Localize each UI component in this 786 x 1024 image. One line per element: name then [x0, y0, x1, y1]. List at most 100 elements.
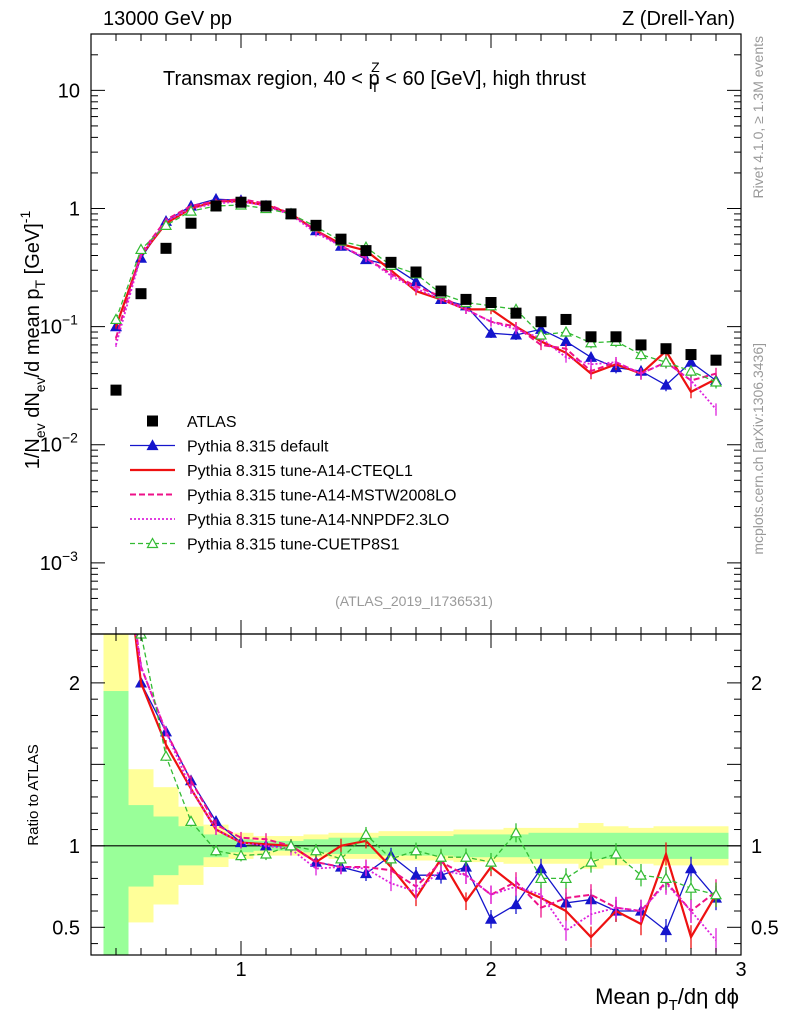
y-tick-exponent: −2: [62, 430, 78, 446]
marker-cuetp8s1: [309, 844, 323, 856]
region-title-sub: T: [371, 79, 380, 95]
atlas-data-point: [185, 217, 197, 229]
ratio-panel-series: [91, 466, 741, 953]
legend-label-atlas: ATLAS: [187, 414, 237, 431]
atlas-data-point: [660, 343, 672, 355]
marker-default: [484, 912, 498, 924]
atlas-data-point: [260, 200, 272, 212]
marker-cuetp8s1: [159, 749, 173, 761]
atlas-data-point: [535, 316, 547, 328]
marker-cuetp8s1: [284, 839, 298, 851]
ratio-tick-label-left: 1: [69, 836, 80, 858]
atlas-data-point: [310, 219, 322, 231]
marker-cuetp8s1: [434, 850, 448, 862]
marker-cuetp8s1: [534, 328, 548, 340]
marker-cuetp8s1: [584, 855, 598, 867]
marker-cuetp8s1: [534, 872, 548, 884]
ratio-tick-label-right: 1: [751, 836, 762, 858]
atlas-data-point: [635, 339, 647, 351]
atlas-data-point: [560, 313, 572, 325]
atlas-data-point: [510, 307, 522, 319]
ratio-tick-label-left: 2: [69, 673, 80, 695]
legend: ATLAS Pythia 8.315 default Pythia 8.315 tu…: [130, 414, 456, 554]
marker-cuetp8s1: [659, 872, 673, 884]
marker-cuetp8s1: [109, 313, 123, 325]
atlas-data-point: [335, 233, 347, 245]
atlas-data-point: [460, 293, 472, 305]
atlas-data-point: [710, 354, 722, 366]
marker-cuetp8s1: [384, 852, 398, 864]
legend-marker-default: [146, 439, 159, 451]
atlas-data-point: [235, 196, 247, 208]
x-tick-label: 2: [485, 959, 496, 981]
marker-cuetp8s1: [559, 325, 573, 337]
y-axis-title-main: 1/Nev dNev/d mean pT [GeV]-1: [17, 211, 48, 470]
y-tick-exponent: −3: [62, 548, 78, 564]
y-tick-exponent: −1: [62, 312, 78, 328]
marker-cuetp8s1: [709, 375, 723, 387]
legend-marker-atlas: [147, 415, 158, 427]
legend-label-mstw: Pythia 8.315 tune-A14-MSTW2008LO: [187, 488, 456, 505]
marker-default: [484, 326, 498, 338]
analysis-id: (ATLAS_2019_I1736531): [335, 593, 493, 609]
y-tick-label: 10: [40, 317, 62, 339]
atlas-data-point: [210, 200, 222, 212]
ratio-tick-label-right: 0.5: [751, 917, 779, 939]
y-axis-title-ratio: Ratio to ATLAS: [25, 744, 42, 845]
y-tick-label: 10: [40, 553, 62, 575]
green-band-bin: [103, 691, 129, 955]
marker-default: [659, 378, 673, 390]
marker-cuetp8s1: [159, 219, 173, 230]
y-tick-label: 10: [58, 80, 80, 102]
atlas-data-point: [385, 256, 397, 268]
series-line-nnpdf: [115, 200, 717, 410]
marker-cuetp8s1: [359, 828, 373, 840]
atlas-data-point: [110, 384, 122, 396]
marker-cuetp8s1: [609, 847, 623, 859]
y-tick-label: 1: [69, 198, 80, 220]
legend-label-cteql1: Pythia 8.315 tune-A14-CTEQL1: [187, 463, 413, 480]
region-title: Transmax region, 40 < pTZ < 60 [GeV], hi…: [163, 59, 586, 95]
marker-default: [509, 898, 523, 910]
atlas-data-point: [410, 266, 422, 278]
y-tick-label: 10: [40, 435, 62, 457]
legend-label-nnpdf: Pythia 8.315 tune-A14-NNPDF2.3LO: [187, 512, 449, 529]
atlas-data-point: [360, 245, 372, 257]
marker-cuetp8s1: [259, 847, 273, 859]
marker-cuetp8s1: [334, 852, 348, 864]
mcplots-info: mcplots.cern.ch [arXiv:1306.3436]: [750, 343, 766, 555]
legend-label-cuetp8s1: Pythia 8.315 tune-CUETP8S1: [187, 537, 400, 554]
x-tick-label: 3: [735, 959, 746, 981]
marker-cuetp8s1: [184, 815, 198, 826]
marker-cuetp8s1: [234, 849, 248, 861]
marker-cuetp8s1: [184, 204, 198, 216]
atlas-data-point: [585, 331, 597, 343]
atlas-data-point: [485, 297, 497, 309]
energy-label: 13000 GeV pp: [103, 8, 232, 30]
atlas-data-point: [135, 288, 147, 300]
marker-cuetp8s1: [509, 826, 523, 838]
region-title-tail: < 60 [GeV], high thrust: [380, 68, 587, 90]
series-line-cteql1: [114, 200, 717, 394]
marker-default: [684, 862, 698, 874]
marker-cuetp8s1: [134, 243, 148, 255]
marker-cuetp8s1: [209, 844, 223, 856]
marker-cuetp8s1: [484, 855, 498, 867]
ratio-tick-label-right: 2: [751, 673, 762, 695]
x-axis-title: Mean pT/dη dϕ: [595, 984, 739, 1014]
marker-default: [659, 924, 673, 936]
marker-cuetp8s1: [659, 355, 673, 367]
legend-label-default: Pythia 8.315 default: [187, 439, 329, 456]
atlas-data-point: [160, 242, 172, 254]
marker-default: [509, 328, 523, 340]
marker-cuetp8s1: [634, 348, 648, 360]
region-title-start: Transmax region, 40 < p: [163, 68, 380, 90]
atlas-data-point: [285, 208, 297, 220]
x-tick-label: 1: [235, 959, 246, 981]
marker-default: [111, 466, 121, 475]
marker-cuetp8s1: [409, 844, 423, 856]
marker-cuetp8s1: [559, 872, 573, 884]
legend-marker-cuetp8s1: [146, 537, 159, 549]
